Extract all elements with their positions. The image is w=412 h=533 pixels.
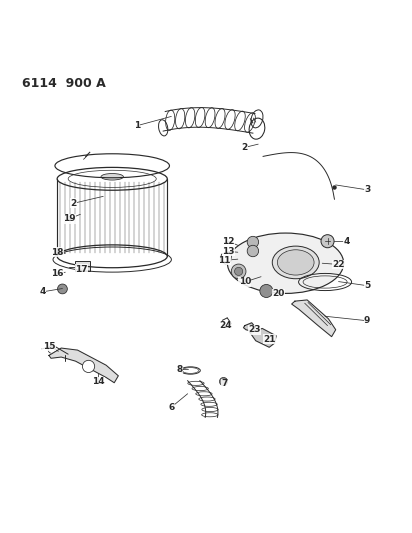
Text: 18: 18 xyxy=(51,248,63,257)
Text: 4: 4 xyxy=(40,287,46,296)
Ellipse shape xyxy=(101,174,124,180)
Text: 5: 5 xyxy=(364,281,370,290)
Text: 15: 15 xyxy=(43,342,55,351)
Text: 7: 7 xyxy=(221,379,227,388)
Text: 3: 3 xyxy=(364,185,370,195)
Polygon shape xyxy=(49,348,118,383)
Text: 17: 17 xyxy=(75,265,88,274)
Ellipse shape xyxy=(272,246,319,279)
Text: 13: 13 xyxy=(222,247,235,256)
Text: 21: 21 xyxy=(263,335,276,344)
Circle shape xyxy=(260,285,273,297)
Text: 2: 2 xyxy=(241,143,248,152)
Polygon shape xyxy=(250,328,276,348)
Circle shape xyxy=(220,377,227,385)
Circle shape xyxy=(58,284,67,294)
Text: 24: 24 xyxy=(219,321,232,330)
Text: 20: 20 xyxy=(272,289,285,298)
Text: 19: 19 xyxy=(63,214,76,223)
Polygon shape xyxy=(292,300,336,337)
Text: 22: 22 xyxy=(332,260,345,269)
Circle shape xyxy=(321,235,334,248)
Circle shape xyxy=(247,236,259,248)
Text: 9: 9 xyxy=(364,316,370,325)
Text: 1: 1 xyxy=(133,122,140,130)
Text: 14: 14 xyxy=(91,377,104,386)
Text: 12: 12 xyxy=(222,237,235,246)
Text: 2: 2 xyxy=(70,199,77,208)
Ellipse shape xyxy=(227,233,344,294)
Text: 4: 4 xyxy=(344,237,350,246)
Text: 23: 23 xyxy=(248,325,260,334)
Circle shape xyxy=(247,245,259,257)
Text: 10: 10 xyxy=(239,278,251,287)
Text: 11: 11 xyxy=(218,256,231,265)
Polygon shape xyxy=(220,252,232,264)
Text: 16: 16 xyxy=(51,269,63,278)
Text: 8: 8 xyxy=(176,365,183,374)
FancyBboxPatch shape xyxy=(75,261,90,271)
Text: 6: 6 xyxy=(168,403,174,411)
Text: 6114  900 A: 6114 900 A xyxy=(23,77,106,90)
Circle shape xyxy=(231,264,246,279)
Polygon shape xyxy=(243,323,256,331)
Ellipse shape xyxy=(277,250,314,275)
Circle shape xyxy=(234,268,243,276)
Circle shape xyxy=(82,360,95,373)
